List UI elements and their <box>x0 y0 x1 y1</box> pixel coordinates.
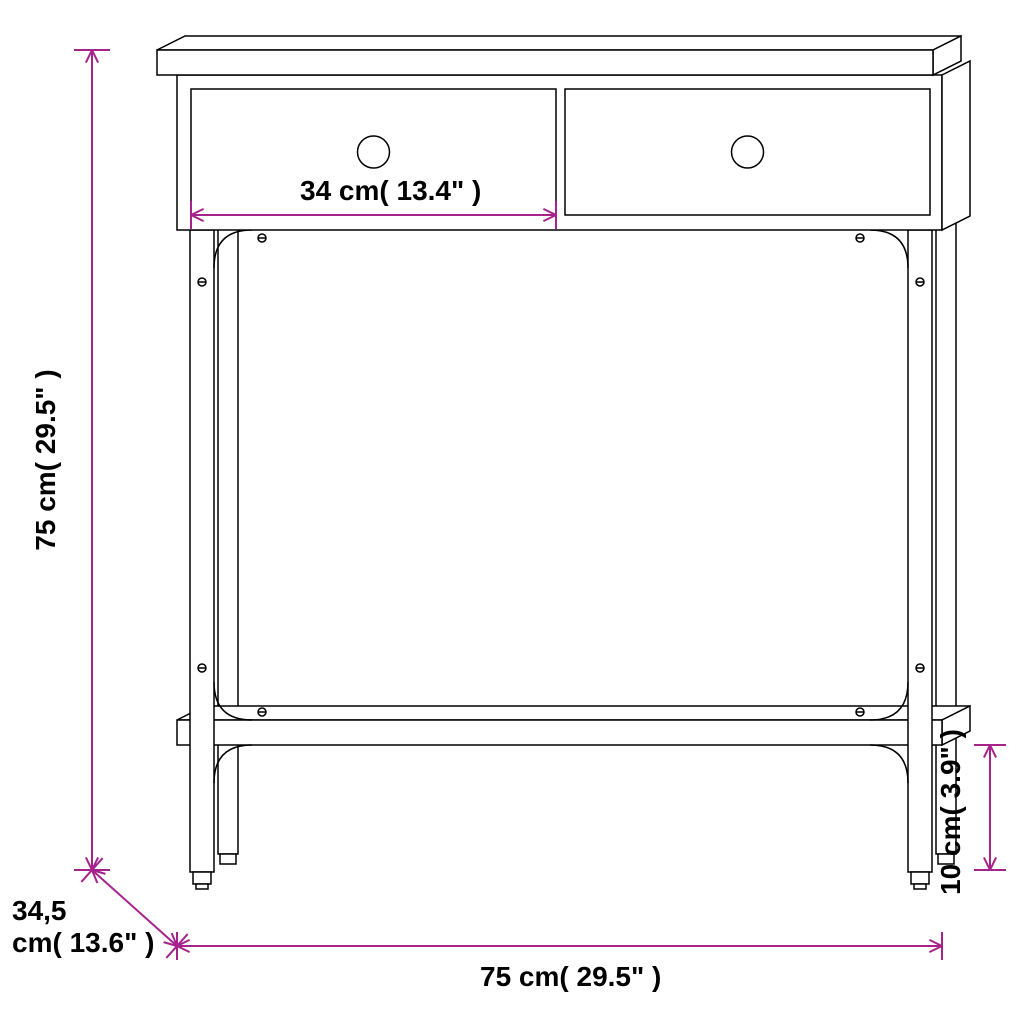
dim-depth-label-2: cm( 13.6" ) <box>12 927 154 958</box>
dim-depth-label-1: 34,5 <box>12 895 67 926</box>
dim-leg-height-label: 10 cm( 3.9" ) <box>935 729 966 895</box>
dim-width-label: 75 cm( 29.5" ) <box>480 961 661 992</box>
furniture-drawing <box>157 36 970 889</box>
dim-height-label: 75 cm( 29.5" ) <box>30 369 61 550</box>
dim-drawer-width-label: 34 cm( 13.4" ) <box>300 175 481 206</box>
